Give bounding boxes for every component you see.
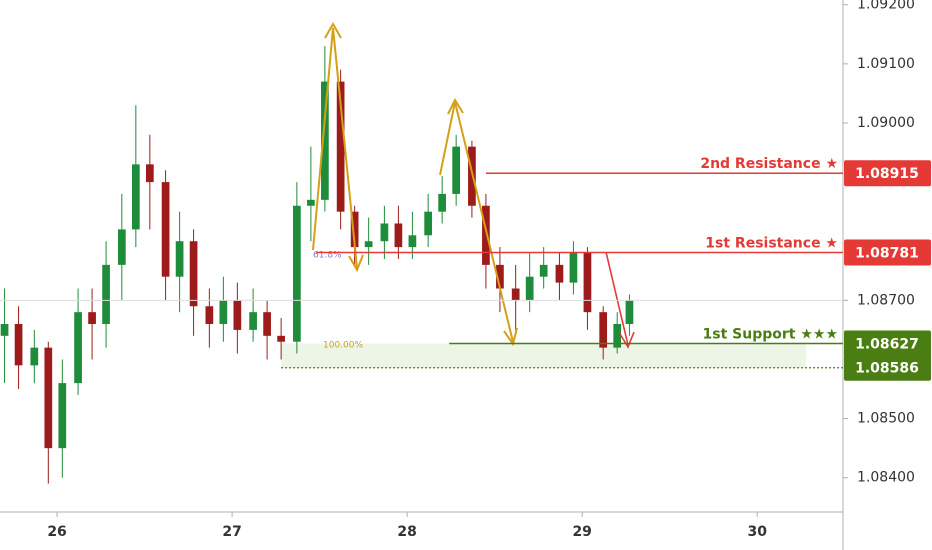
candle-body (511, 288, 520, 301)
candle-body (599, 312, 608, 348)
candle-body (293, 205, 301, 342)
candle-body (350, 211, 359, 248)
x-tick-label: 27 (222, 524, 241, 540)
candle-body (364, 241, 373, 248)
candle-body (14, 323, 23, 366)
candle-body (583, 253, 592, 313)
arrow-head (324, 21, 342, 39)
candle-body (58, 383, 67, 449)
level-name: 1st Support ★★★ (703, 327, 838, 343)
candle-body (394, 223, 403, 248)
candle-body (380, 223, 389, 242)
price-label: 1.08627 (855, 337, 919, 353)
fib-label: 61.8% (313, 251, 342, 261)
candle-body (117, 229, 126, 265)
candle-body (321, 81, 329, 200)
x-tick-label: 26 (47, 524, 66, 540)
arrow-head (447, 97, 464, 115)
candle-body (452, 146, 461, 194)
candle-body (102, 264, 110, 324)
candle-body (233, 300, 242, 330)
candle-body (336, 81, 345, 212)
candle-body (249, 312, 257, 330)
y-tick-label: 1.09000 (857, 115, 915, 131)
candle-body (30, 347, 39, 366)
forecast-line (605, 251, 629, 346)
price-label: 1.08586 (855, 361, 919, 377)
candle-body (263, 312, 271, 336)
candle-body (555, 264, 564, 283)
support-zone-fill (281, 343, 806, 368)
swing-arrow (312, 27, 358, 269)
fib-label: 100.00% (323, 341, 363, 351)
candle-body (205, 306, 214, 324)
candle-body (175, 241, 184, 277)
candle-body (408, 235, 417, 248)
candle-body (189, 241, 198, 307)
level-name: 2nd Resistance ★ (700, 156, 838, 172)
candle-body (219, 300, 228, 324)
y-tick-label: 1.08700 (857, 292, 915, 308)
candle-body (569, 253, 578, 283)
candle-body (539, 264, 548, 277)
arrow-head (619, 331, 635, 349)
y-tick-label: 1.08400 (857, 470, 915, 486)
support-zone (281, 343, 806, 368)
candle-body (613, 323, 622, 348)
candle-body (625, 300, 634, 324)
price-label-box (844, 239, 931, 266)
candle-body (496, 264, 504, 289)
candle-body (0, 323, 9, 336)
candle-body (131, 164, 140, 230)
arrow-head (348, 254, 364, 273)
candle-body (424, 211, 433, 236)
y-tick-label: 1.08500 (857, 411, 915, 427)
candle-body (482, 205, 490, 265)
candle-body (145, 164, 154, 183)
candle-body (277, 335, 285, 342)
level-name: 1st Resistance ★ (705, 235, 838, 251)
y-tick-label: 1.09200 (857, 0, 915, 13)
swing-arrows (312, 21, 518, 347)
x-tick-label: 28 (397, 524, 416, 540)
price-label: 1.08915 (855, 166, 919, 182)
y-tick-label: 1.09100 (857, 56, 915, 72)
price-label-box (844, 160, 931, 187)
candle-body (307, 199, 315, 206)
price-label-box (844, 354, 931, 381)
candle-body (44, 347, 53, 449)
x-tick-label: 29 (572, 524, 591, 540)
forecast-arrow (605, 251, 635, 349)
candle-body (525, 276, 534, 301)
candle-body (438, 193, 447, 212)
price-label-box (844, 330, 931, 357)
candle-body (74, 312, 82, 384)
candle-body (88, 312, 96, 324)
price-label: 1.08781 (855, 245, 919, 261)
x-tick-label: 30 (747, 524, 767, 540)
candle-body (161, 182, 170, 277)
